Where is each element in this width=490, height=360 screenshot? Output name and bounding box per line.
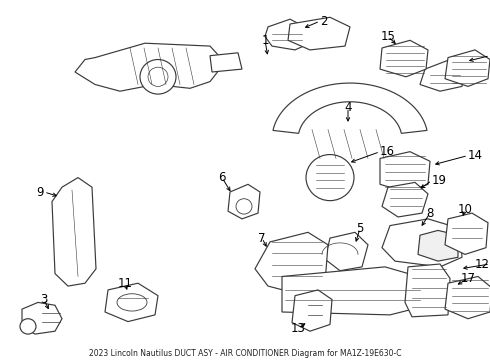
Polygon shape (292, 290, 332, 331)
Polygon shape (420, 59, 465, 91)
Polygon shape (265, 19, 310, 50)
Polygon shape (282, 267, 428, 315)
Text: 3: 3 (40, 293, 48, 306)
Circle shape (306, 154, 354, 201)
Text: 6: 6 (218, 171, 226, 184)
Text: 5: 5 (356, 222, 364, 235)
Text: 10: 10 (458, 203, 472, 216)
Polygon shape (382, 183, 428, 217)
Polygon shape (255, 232, 328, 296)
Circle shape (236, 199, 252, 214)
Polygon shape (325, 232, 368, 271)
Polygon shape (445, 213, 488, 255)
Text: 11: 11 (118, 277, 132, 290)
Text: 16: 16 (380, 145, 395, 158)
Ellipse shape (117, 294, 147, 311)
Polygon shape (288, 17, 350, 50)
Text: 15: 15 (381, 30, 395, 43)
Polygon shape (418, 230, 458, 261)
Polygon shape (288, 278, 325, 309)
Text: 17: 17 (461, 272, 475, 285)
Text: 1: 1 (261, 34, 269, 47)
Text: 7: 7 (258, 231, 266, 244)
Polygon shape (273, 83, 427, 133)
Circle shape (140, 59, 176, 94)
Text: 19: 19 (432, 174, 447, 187)
Text: 2023 Lincoln Nautilus DUCT ASY - AIR CONDITIONER Diagram for MA1Z-19E630-C: 2023 Lincoln Nautilus DUCT ASY - AIR CON… (89, 349, 401, 358)
Text: 8: 8 (426, 207, 434, 220)
Polygon shape (445, 50, 490, 86)
Circle shape (148, 67, 168, 86)
Polygon shape (52, 177, 96, 286)
Polygon shape (445, 276, 490, 319)
Polygon shape (380, 152, 430, 192)
Polygon shape (210, 53, 242, 72)
Polygon shape (380, 40, 428, 77)
Text: 14: 14 (468, 149, 483, 162)
Polygon shape (405, 264, 450, 317)
Text: 9: 9 (36, 185, 44, 198)
Text: 12: 12 (475, 257, 490, 270)
Text: 4: 4 (344, 101, 352, 114)
Polygon shape (228, 184, 260, 219)
Polygon shape (382, 219, 462, 267)
Polygon shape (22, 302, 62, 334)
Polygon shape (75, 43, 225, 91)
Text: 13: 13 (291, 322, 305, 335)
Circle shape (20, 319, 36, 334)
Polygon shape (105, 283, 158, 321)
Text: 2: 2 (320, 15, 327, 28)
